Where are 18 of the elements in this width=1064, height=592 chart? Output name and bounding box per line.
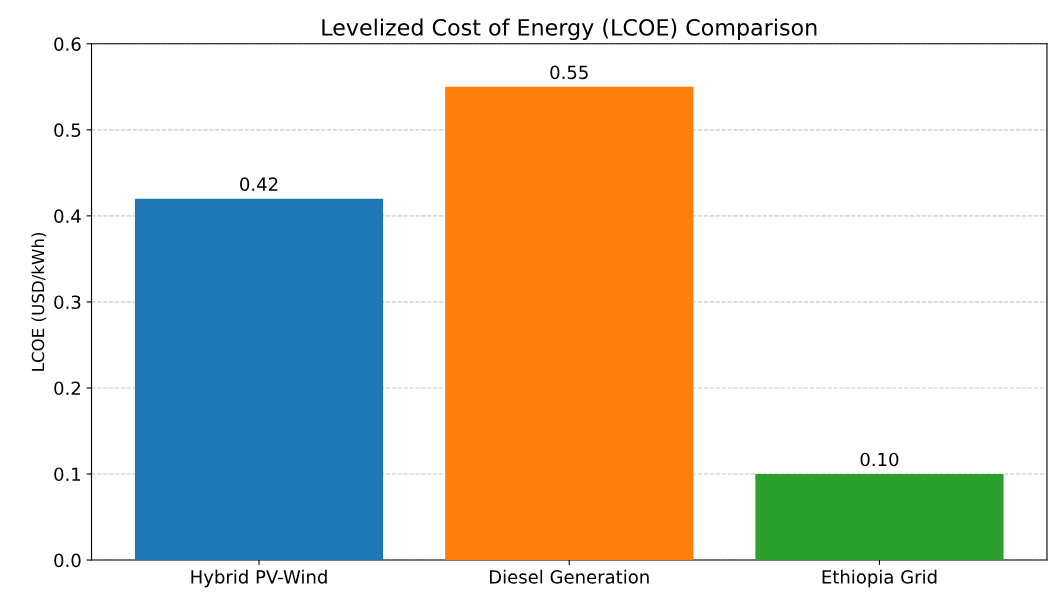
- data-label: 0.55: [550, 65, 588, 80]
- y-tick-label: 0.4: [54, 209, 81, 223]
- bar: [755, 473, 1004, 561]
- bar: [134, 198, 384, 561]
- data-label: 0.42: [240, 177, 278, 192]
- y-tick-label: 0.3: [54, 295, 81, 310]
- bar: [445, 86, 694, 561]
- y-tick-label: 0.5: [54, 123, 81, 137]
- y-tick-label: 0.0: [54, 553, 81, 568]
- x-tick-label: Diesel Generation: [490, 569, 649, 584]
- x-tick-label: Ethiopia Grid: [822, 569, 937, 588]
- y-axis-title: LCOE (USD/kWh): [31, 232, 47, 371]
- x-tick-label: Hybrid PV-Wind: [191, 569, 327, 588]
- y-tick-label: 0.1: [54, 467, 81, 482]
- y-tick-label: 0.2: [54, 381, 80, 396]
- data-label: 0.10: [860, 452, 899, 467]
- chart-title: Levelized Cost of Energy (LCOE) Comparison: [322, 18, 817, 41]
- y-tick-label: 0.6: [54, 37, 81, 51]
